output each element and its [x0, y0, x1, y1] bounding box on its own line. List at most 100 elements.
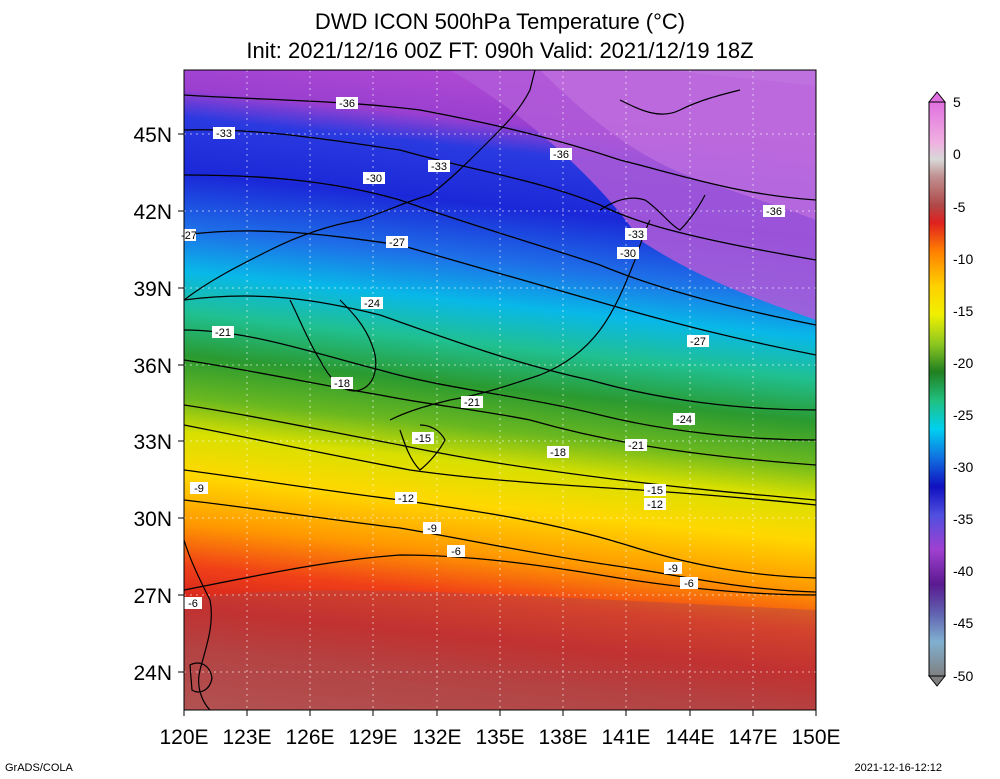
- svg-text:-24: -24: [676, 414, 692, 426]
- colorbar-label: -20: [953, 355, 973, 371]
- contour-label: -12: [395, 492, 417, 505]
- contour-label: -30: [617, 247, 639, 260]
- svg-text:-12: -12: [647, 499, 663, 511]
- contour-label: -21: [212, 326, 234, 339]
- contour-label: -15: [412, 432, 434, 445]
- contour-label: -6: [184, 597, 202, 610]
- contour-label: -27: [386, 236, 408, 249]
- map-title: DWD ICON 500hPa Temperature (°C): [314, 9, 686, 34]
- lon-label: 120E: [159, 726, 208, 749]
- svg-text:-15: -15: [415, 433, 431, 445]
- colorbar-label: -5: [953, 199, 966, 215]
- lat-label: 27N: [133, 585, 172, 608]
- svg-text:-6: -6: [188, 598, 198, 610]
- contour-label: -15: [644, 484, 666, 497]
- colorbar-label: -25: [953, 407, 973, 423]
- coastlines: [183, 69, 741, 711]
- lon-label: 129E: [348, 726, 397, 749]
- colorbar-label: 5: [953, 94, 961, 110]
- contour-label: -33: [428, 160, 450, 173]
- colorbar-label: -30: [953, 459, 973, 475]
- svg-text:-18: -18: [550, 447, 566, 459]
- contour-label: -6: [680, 577, 698, 590]
- lon-label: 147E: [728, 726, 777, 749]
- colorbar-label: -15: [953, 303, 973, 319]
- svg-text:-33: -33: [628, 229, 644, 241]
- lon-label: 141E: [601, 726, 650, 749]
- svg-text:-24: -24: [364, 298, 380, 310]
- svg-text:-21: -21: [628, 440, 644, 452]
- svg-text:-9: -9: [668, 563, 678, 575]
- lon-label: 150E: [791, 726, 840, 749]
- contour-label: -21: [625, 439, 647, 452]
- lat-label: 36N: [133, 355, 172, 378]
- svg-text:-36: -36: [339, 98, 355, 110]
- svg-text:-30: -30: [620, 248, 636, 260]
- svg-text:-6: -6: [684, 578, 694, 590]
- colorbar-label: -35: [953, 511, 973, 527]
- lat-label: 30N: [133, 508, 172, 531]
- contour-label: -18: [547, 446, 569, 459]
- colorbar-top-arrow: [927, 91, 947, 103]
- contour-label-layer: -36 -33 -33 -36 -30 -36 -27 -33 -30 -27 …: [180, 97, 785, 610]
- contour-label: -24: [673, 413, 695, 426]
- lat-label: 39N: [133, 278, 172, 301]
- svg-text:-21: -21: [464, 397, 480, 409]
- colorbar-label: -50: [953, 668, 973, 684]
- lon-ticks: [183, 710, 817, 716]
- lat-label: 45N: [133, 124, 172, 147]
- svg-text:-6: -6: [451, 546, 461, 558]
- isotherm-contours: [184, 94, 816, 596]
- lon-label: 144E: [665, 726, 714, 749]
- lat-label: 33N: [133, 431, 172, 454]
- colorbar-bottom-arrow: [927, 675, 947, 687]
- svg-text:-12: -12: [398, 493, 414, 505]
- svg-text:-33: -33: [216, 128, 232, 140]
- contour-label: -36: [550, 148, 572, 161]
- contour-label: -27: [180, 229, 197, 242]
- contour-label: -24: [361, 297, 383, 310]
- lon-labels: 120E 123E 126E 129E 132E 135E 138E 141E …: [159, 726, 840, 749]
- lat-ticks: [178, 133, 184, 673]
- lon-label: 126E: [285, 726, 334, 749]
- lon-label: 132E: [412, 726, 461, 749]
- grid-lines: [184, 70, 816, 710]
- colorbar-label: 0: [953, 146, 961, 162]
- contour-label: -36: [336, 97, 358, 110]
- contour-label: -21: [461, 396, 483, 409]
- svg-text:-36: -36: [766, 206, 782, 218]
- colorbar-label: -45: [953, 615, 973, 631]
- lon-label: 123E: [222, 726, 271, 749]
- contour-label: -36: [763, 205, 785, 218]
- contour-label: -33: [213, 127, 235, 140]
- lat-label: 42N: [133, 201, 172, 224]
- svg-text:-21: -21: [215, 327, 231, 339]
- contour-label: -9: [664, 562, 682, 575]
- contour-label: -30: [363, 172, 385, 185]
- svg-text:-15: -15: [647, 485, 663, 497]
- colorbar-scale: [928, 101, 946, 677]
- contour-label: -6: [447, 545, 465, 558]
- contour-label: -12: [644, 498, 666, 511]
- svg-text:-33: -33: [431, 161, 447, 173]
- svg-text:-30: -30: [366, 173, 382, 185]
- lat-label: 24N: [133, 662, 172, 685]
- generated-timestamp: 2021-12-16-12:12: [854, 762, 942, 774]
- colorbar-label: -10: [953, 251, 973, 267]
- map-subtitle: Init: 2021/12/16 00Z FT: 090h Valid: 202…: [246, 38, 754, 63]
- contour-label: -9: [190, 482, 208, 495]
- svg-text:-36: -36: [553, 149, 569, 161]
- svg-text:-27: -27: [690, 336, 706, 348]
- grads-credit: GrADS/COLA: [5, 762, 73, 774]
- svg-text:-9: -9: [427, 523, 437, 535]
- contour-label: -18: [331, 377, 353, 390]
- colorbar: [927, 91, 947, 687]
- lon-label: 135E: [475, 726, 524, 749]
- svg-text:-27: -27: [389, 237, 405, 249]
- lon-label: 138E: [538, 726, 587, 749]
- colorbar-labels: 5 0 -5 -10 -15 -20 -25 -30 -35 -40 -45 -…: [953, 94, 973, 684]
- svg-text:-18: -18: [334, 378, 350, 390]
- contour-label: -27: [687, 335, 709, 348]
- svg-text:-9: -9: [194, 483, 204, 495]
